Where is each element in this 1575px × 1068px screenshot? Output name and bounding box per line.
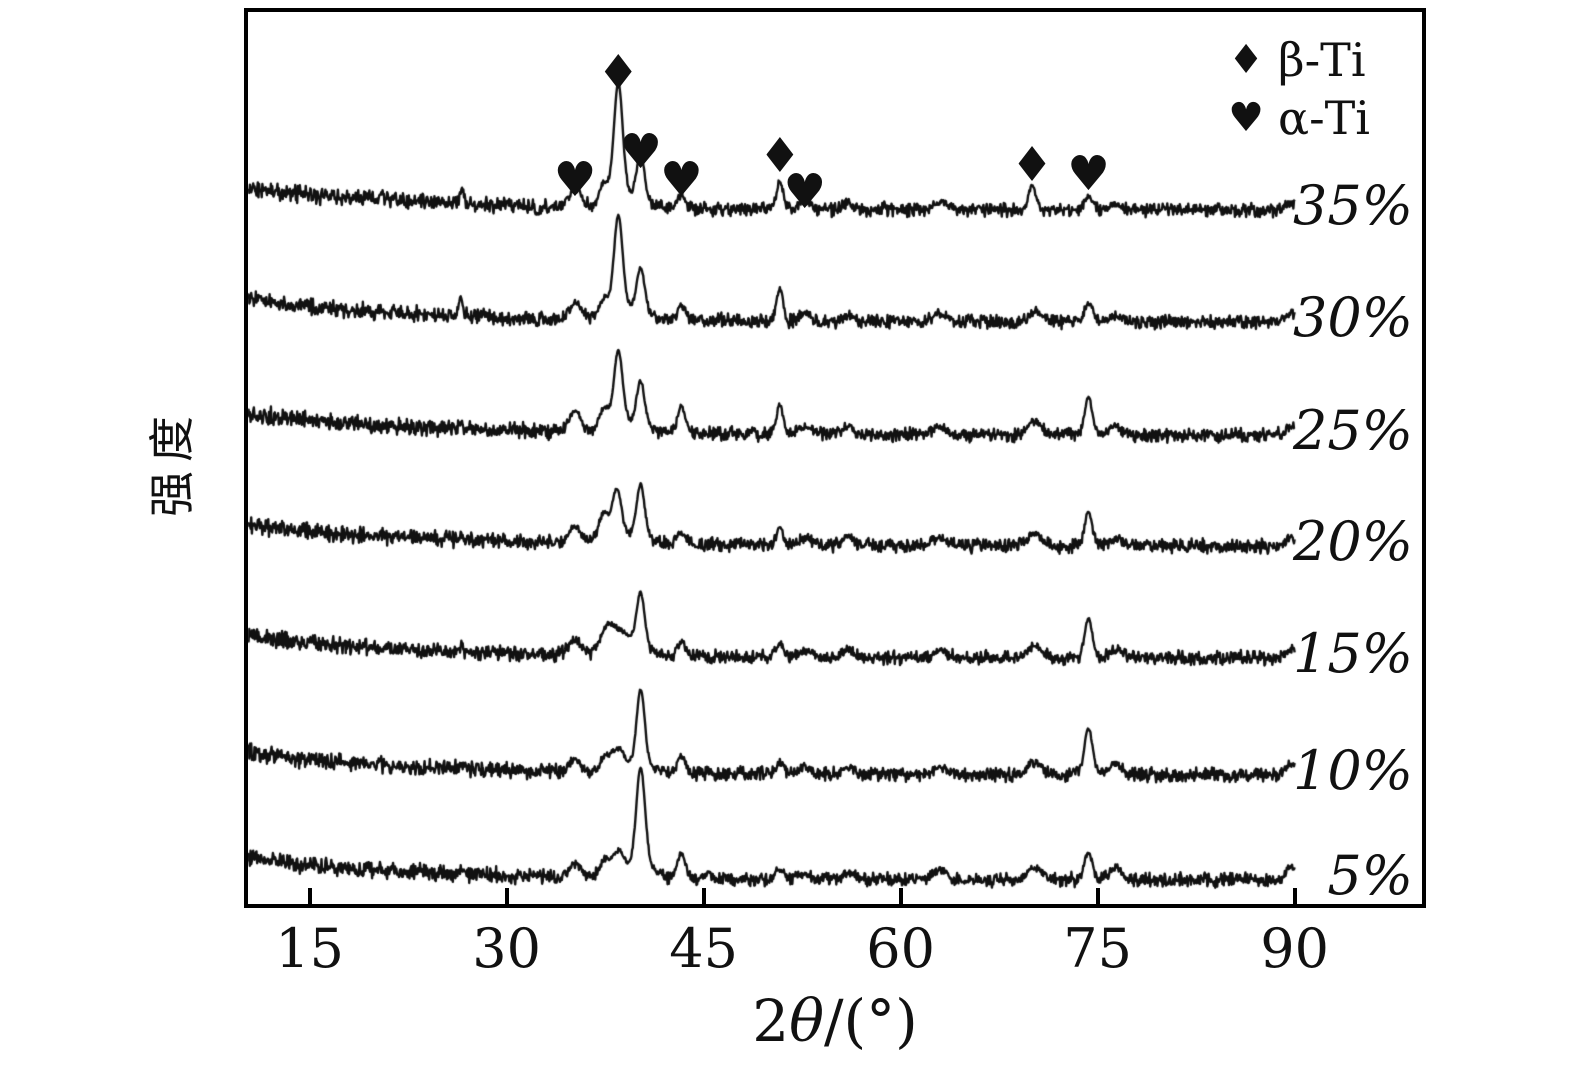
x-tick-30 (504, 888, 509, 904)
legend-item-alpha-ti: ♥ α-Ti (1222, 89, 1370, 147)
x-tick-15 (307, 888, 312, 904)
x-axis-title-suffix: /(°) (824, 987, 918, 1055)
x-tick-label-75: 75 (1063, 917, 1133, 980)
x-axis-title-theta: θ (789, 987, 825, 1055)
series-label-10pct: 10% (1292, 739, 1413, 802)
series-label-15pct: 15% (1292, 622, 1413, 685)
x-tick-45 (701, 888, 706, 904)
x-tick-label-45: 45 (669, 917, 739, 980)
legend-item-beta-ti: ♦ β-Ti (1222, 31, 1370, 89)
x-tick-90 (1292, 888, 1297, 904)
x-tick-label-90: 90 (1260, 917, 1330, 980)
alpha-ti-heart-icon: ♥ (783, 164, 827, 221)
x-tick-75 (1095, 888, 1100, 904)
diamond-icon: ♦ (1228, 37, 1264, 83)
plot-area (244, 8, 1426, 908)
beta-ti-diamond-icon: ♦ (596, 45, 640, 102)
x-tick-60 (898, 888, 903, 904)
series-label-30pct: 30% (1292, 286, 1413, 349)
x-axis-title-prefix: 2 (752, 987, 790, 1055)
alpha-ti-heart-icon: ♥ (553, 152, 597, 209)
series-label-5pct: 5% (1327, 844, 1413, 907)
beta-ti-diamond-icon: ♦ (758, 128, 802, 185)
beta-ti-diamond-icon: ♦ (1010, 137, 1054, 194)
alpha-ti-heart-icon: ♥ (659, 152, 703, 209)
series-label-25pct: 25% (1292, 399, 1413, 462)
heart-icon: ♥ (1228, 95, 1264, 141)
y-axis-title: 强度 (145, 407, 199, 517)
alpha-ti-heart-icon: ♥ (1066, 146, 1110, 203)
legend-label-beta-ti: β-Ti (1278, 33, 1366, 87)
x-tick-label-15: 15 (275, 917, 345, 980)
x-axis-title: 2θ/(°) (752, 992, 918, 1050)
alpha-ti-heart-icon: ♥ (619, 124, 663, 181)
x-tick-label-30: 30 (472, 917, 542, 980)
x-tick-label-60: 60 (866, 917, 936, 980)
legend-label-alpha-ti: α-Ti (1278, 91, 1370, 145)
series-label-35pct: 35% (1292, 174, 1413, 237)
legend: ♦ β-Ti ♥ α-Ti (1222, 31, 1370, 147)
series-label-20pct: 20% (1292, 510, 1413, 573)
